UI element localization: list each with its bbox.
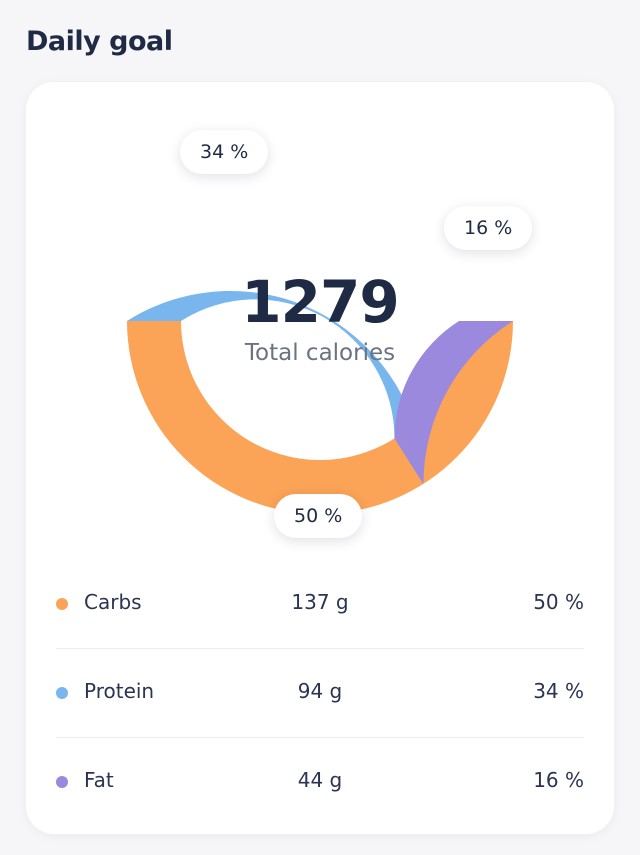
section-title: Daily goal [26, 26, 173, 57]
legend-name: Fat [84, 768, 114, 792]
fat-color-dot [56, 776, 68, 788]
legend-row-carbs: Carbs 137 g 50 % [56, 560, 584, 649]
protein-color-dot [56, 687, 68, 699]
legend-percent: 16 % [533, 768, 584, 792]
donut-chart-svg [127, 290, 513, 514]
donut-slice-fat [394, 321, 513, 484]
protein-percent-label: 34 % [180, 130, 269, 174]
total-calories-value: 1279 [241, 268, 399, 336]
legend-row-protein: Protein 94 g 34 % [56, 649, 584, 738]
legend-percent: 34 % [533, 679, 584, 703]
carbs-percent-label: 50 % [274, 494, 363, 538]
donut-slice-protein [127, 290, 424, 484]
legend-row-fat: Fat 44 g 16 % [56, 738, 584, 826]
legend-name: Protein [84, 679, 155, 703]
total-calories-label: Total calories [244, 340, 396, 366]
macro-donut-chart: 1279 Total calories 34 % 16 % 50 % [26, 82, 614, 562]
legend-name: Carbs [84, 590, 142, 614]
fat-percent-label: 16 % [444, 206, 533, 250]
legend-grams: 94 g [297, 679, 343, 703]
carbs-color-dot [56, 598, 68, 610]
legend-percent: 50 % [533, 590, 584, 614]
macro-legend: Carbs 137 g 50 % Protein 94 g 34 % Fat 4… [56, 560, 584, 826]
daily-goal-card: 1279 Total calories 34 % 16 % 50 % Carbs… [26, 82, 614, 834]
legend-grams: 137 g [291, 590, 349, 614]
legend-grams: 44 g [297, 768, 343, 792]
